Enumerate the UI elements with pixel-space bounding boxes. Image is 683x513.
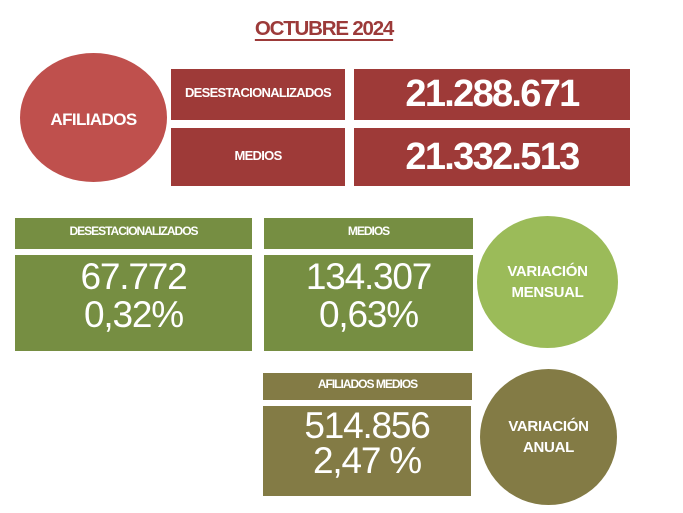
afiliados-desestacionalizados-label-text: DESESTACIONALIZADOS (184, 85, 332, 100)
mensual-medios-values: 134.307 0,63% (264, 255, 473, 351)
mensual-medios-header: MEDIOS (264, 218, 473, 249)
anual-afiliados-medios-value: 514.856 (304, 405, 431, 446)
mensual-desestacionalizados-header-text: DESESTACIONALIZADOS (69, 224, 198, 238)
anual-afiliados-medios-pct: 2,47 % (312, 439, 422, 481)
variacion-mensual-circle: VARIACIÓN MENSUAL (477, 216, 618, 348)
afiliados-circle: AFILIADOS (20, 53, 167, 182)
afiliados-desestacionalizados-value-text: 21.288.671 (405, 73, 580, 115)
anual-afiliados-medios-values: 514.856 2,47 % (263, 406, 471, 496)
mensual-desestacionalizados-pct: 0,32% (84, 293, 184, 335)
mensual-desestacionalizados-value: 67.772 (80, 255, 188, 297)
page-title: OCTUBRE 2024 (254, 17, 394, 40)
variacion-anual-circle: VARIACIÓN ANUAL (480, 369, 617, 505)
variacion-mensual-line2: MENSUAL (511, 284, 584, 301)
mensual-desestacionalizados-values: 67.772 0,32% (15, 255, 252, 351)
afiliados-circle-label: AFILIADOS (50, 110, 137, 129)
variacion-anual-line2: ANUAL (522, 439, 574, 456)
anual-afiliados-medios-header-text: AFILIADOS MEDIOS (317, 377, 418, 391)
variacion-mensual-line1: VARIACIÓN (507, 263, 588, 280)
mensual-medios-value: 134.307 (305, 255, 433, 297)
mensual-desestacionalizados-header: DESESTACIONALIZADOS (15, 218, 252, 249)
anual-afiliados-medios-header: AFILIADOS MEDIOS (263, 373, 472, 400)
afiliados-medios-value: 21.332.513 (354, 128, 630, 186)
afiliados-medios-label-text: MEDIOS (234, 147, 282, 163)
mensual-medios-header-text: MEDIOS (347, 224, 390, 238)
variacion-anual-line1: VARIACIÓN (508, 418, 589, 435)
afiliados-medios-value-text: 21.332.513 (405, 135, 580, 178)
afiliados-desestacionalizados-value: 21.288.671 (354, 69, 630, 120)
mensual-medios-pct: 0,63% (319, 293, 419, 335)
afiliados-desestacionalizados-label: DESESTACIONALIZADOS (171, 69, 345, 120)
afiliados-medios-label: MEDIOS (171, 128, 345, 186)
